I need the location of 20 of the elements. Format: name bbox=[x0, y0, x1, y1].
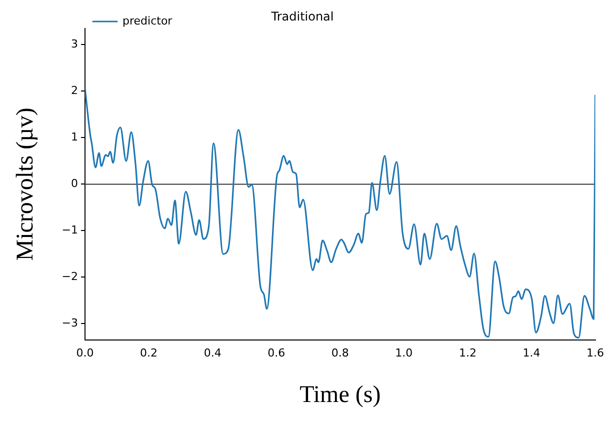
x-tick-label: 0.8 bbox=[331, 346, 349, 360]
y-tick-label: −3 bbox=[62, 316, 78, 330]
x-tick-label: 0.6 bbox=[268, 346, 286, 360]
x-tick-label: 0.4 bbox=[204, 346, 222, 360]
x-tick-label: 1.4 bbox=[522, 346, 540, 360]
y-tick-label: −2 bbox=[62, 270, 78, 284]
y-tick-label: 3 bbox=[71, 38, 78, 51]
x-tick-label: 1.0 bbox=[395, 346, 413, 360]
x-tick-label: 0.2 bbox=[140, 346, 158, 360]
legend-label: predictor bbox=[122, 14, 173, 28]
y-axis-title: Microvolts (µv) bbox=[12, 108, 39, 261]
y-tick-label: 0 bbox=[71, 177, 78, 190]
x-tick-label: 1.2 bbox=[458, 346, 476, 360]
x-tick-label: 0.0 bbox=[76, 346, 94, 360]
x-tick-label: 1.6 bbox=[586, 346, 604, 360]
y-tick-label: 1 bbox=[71, 130, 78, 144]
y-tick-label: −1 bbox=[62, 224, 78, 237]
x-axis-title: Time (s) bbox=[300, 382, 381, 408]
chart-title: Traditional bbox=[270, 9, 334, 24]
y-tick-label: 2 bbox=[71, 84, 78, 98]
